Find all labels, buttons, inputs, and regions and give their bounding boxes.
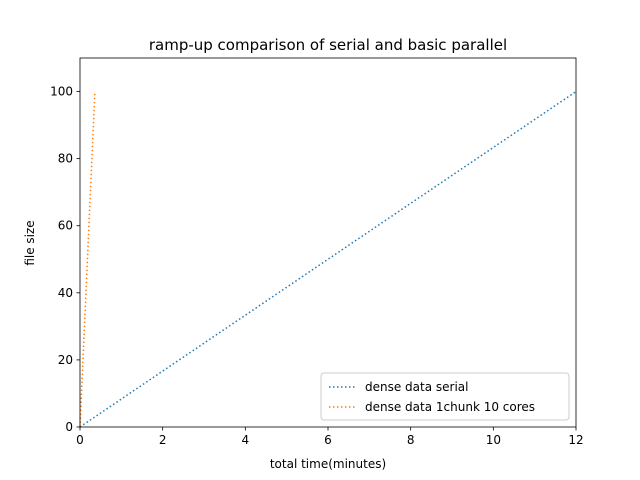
- y-tick-label: 60: [58, 219, 73, 233]
- x-tick-label: 0: [76, 433, 84, 447]
- x-tick-label: 12: [568, 433, 583, 447]
- series-line-2: [79, 91, 96, 428]
- legend-label-1: dense data serial: [365, 380, 469, 394]
- y-axis-label: file size: [23, 220, 37, 265]
- y-tick-label: 80: [58, 152, 73, 166]
- y-axis-ticks: 0 20 40 60 80 100: [50, 85, 80, 434]
- x-tick-label: 2: [159, 433, 167, 447]
- legend-label-2: dense data 1chunk 10 cores: [365, 400, 535, 414]
- x-tick-label: 8: [407, 433, 415, 447]
- y-tick-label: 40: [58, 286, 73, 300]
- plot-area: [79, 57, 577, 428]
- y-tick-label: 100: [50, 85, 73, 99]
- y-tick-label: 20: [58, 353, 73, 367]
- x-tick-label: 10: [486, 433, 501, 447]
- legend-box: [320, 372, 570, 421]
- x-tick-label: 4: [242, 433, 250, 447]
- x-axis-label: total time(minutes): [270, 457, 386, 471]
- axes-frame: [79, 57, 577, 428]
- chart-title: ramp-up comparison of serial and basic p…: [149, 36, 507, 54]
- legend: dense data serial dense data 1chunk 10 co…: [320, 372, 570, 421]
- x-tick-label: 6: [324, 433, 332, 447]
- x-axis-ticks: 0 2 4 6 8 10 12: [76, 427, 584, 447]
- y-tick-label: 0: [65, 420, 73, 434]
